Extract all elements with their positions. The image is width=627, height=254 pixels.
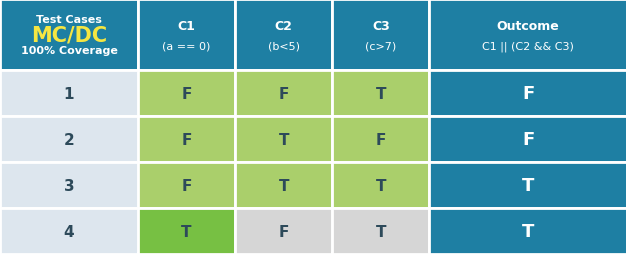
Bar [429,71,627,117]
Bar [332,0,429,71]
Text: F: F [376,132,386,147]
Bar [430,163,626,208]
Text: T: T [278,132,289,147]
Bar [235,208,332,254]
Text: T: T [376,224,386,239]
Text: C1: C1 [177,20,196,33]
Bar [0,163,138,208]
Text: F: F [181,178,192,193]
Text: T: T [181,224,192,239]
Text: F: F [181,87,192,101]
Text: 4: 4 [64,224,74,239]
Text: T: T [522,177,534,194]
Bar [138,0,235,71]
Text: 3: 3 [64,178,74,193]
Text: 100% Coverage: 100% Coverage [21,46,117,56]
Bar [332,208,429,254]
Bar [139,72,234,116]
Bar [333,72,429,116]
Text: C3: C3 [372,20,390,33]
Bar [333,117,429,162]
Bar [333,163,429,208]
Bar [0,117,138,163]
Bar [1,72,137,116]
Bar [430,72,626,116]
Text: 1: 1 [64,87,74,101]
Text: T: T [278,178,289,193]
Bar [138,71,235,117]
Text: F: F [278,87,289,101]
Bar [235,117,332,163]
Text: MC/DC: MC/DC [31,26,107,45]
Bar [139,209,234,253]
Bar [0,0,138,71]
Bar [139,1,234,71]
Text: C2: C2 [275,20,293,33]
Bar [138,208,235,254]
Bar [429,208,627,254]
Bar [139,117,234,162]
Bar [333,1,429,71]
Text: Outcome: Outcome [497,20,560,33]
Bar [332,163,429,208]
Text: T: T [376,178,386,193]
Bar [236,117,331,162]
Text: (c>7): (c>7) [366,41,396,51]
Text: T: T [376,87,386,101]
Bar [138,163,235,208]
Bar [429,0,627,71]
Text: (b<5): (b<5) [268,41,300,51]
Bar [236,72,331,116]
Bar [236,1,331,71]
Bar [138,117,235,163]
Bar [332,117,429,163]
Text: F: F [181,132,192,147]
Text: F: F [278,224,289,239]
Bar [0,71,138,117]
Text: 2: 2 [63,132,75,147]
Bar [0,208,138,254]
Bar [235,71,332,117]
Text: Test Cases: Test Cases [36,15,102,25]
Text: (a == 0): (a == 0) [162,41,211,51]
Text: F: F [522,85,534,103]
Bar [139,163,234,208]
Bar [429,117,627,163]
Text: F: F [522,131,534,149]
Bar [430,209,626,253]
Text: C1 || (C2 && C3): C1 || (C2 && C3) [482,41,574,52]
Bar [236,209,331,253]
Bar [1,209,137,253]
Bar [333,209,429,253]
Bar [429,163,627,208]
Bar [430,117,626,162]
Bar [430,1,626,71]
Bar [236,163,331,208]
Bar [1,163,137,208]
Text: T: T [522,222,534,240]
Bar [1,1,137,71]
Bar [235,163,332,208]
Bar [332,71,429,117]
Bar [1,117,137,162]
Bar [235,0,332,71]
